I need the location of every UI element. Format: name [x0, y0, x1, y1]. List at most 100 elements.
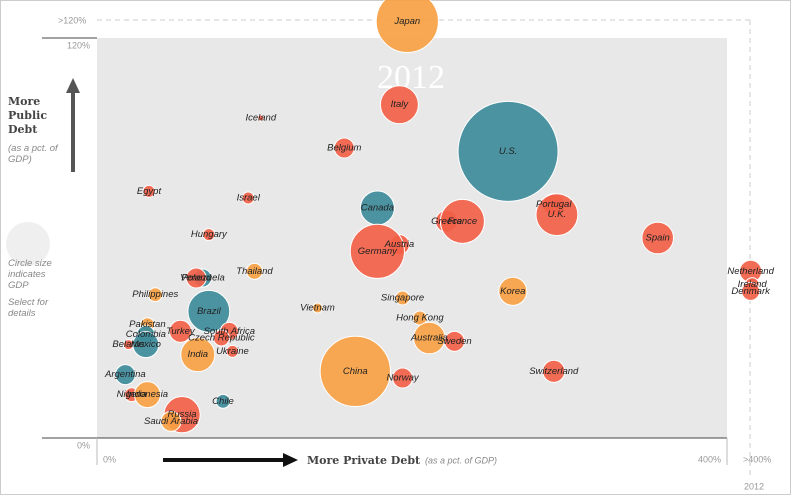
- size-note-box: Circle size indicates GDP: [8, 258, 52, 291]
- bubble: [395, 290, 411, 306]
- ylabel-box: More Public Debt: [8, 95, 48, 136]
- x-tick-label: 0%: [103, 454, 116, 464]
- bubble-label: Chile: [212, 396, 234, 407]
- bubble: [457, 100, 559, 202]
- bubble-label: Israel: [237, 193, 261, 204]
- bubble-label: Indonesia: [127, 389, 168, 400]
- bubble: [160, 410, 182, 432]
- y-overflow-label: >120%: [58, 15, 86, 25]
- bubble-label: Iceland: [245, 113, 276, 124]
- bubble: [379, 85, 419, 125]
- bubble-label: Austria: [384, 239, 415, 250]
- bubble-label: Pakistan: [129, 319, 165, 330]
- bubble: [114, 364, 136, 386]
- bubble: [245, 262, 264, 280]
- bubble-label: Thailand: [236, 266, 273, 277]
- bubble-label: Sweden: [437, 336, 471, 347]
- bubble-label: Brazil: [197, 306, 222, 317]
- bubble: [215, 393, 231, 409]
- bubble: [641, 221, 675, 255]
- select-note: Select for details: [8, 297, 49, 319]
- bubble-label: Ukraine: [216, 346, 249, 357]
- bubble-label: Czech Republic: [188, 333, 255, 344]
- bubble-label: Netherland: [727, 266, 774, 277]
- y-tick-label: 120%: [67, 40, 90, 50]
- bubble: [319, 335, 391, 407]
- bubble: [392, 367, 414, 389]
- bubble-label: Ireland: [738, 279, 768, 290]
- bubble-label: India: [187, 349, 208, 360]
- bubble-label: Korea: [500, 286, 525, 297]
- bubble-label: Nigeria: [117, 389, 147, 400]
- bubble-label: Vietnam: [300, 303, 335, 314]
- ylabel-note-box: (as a pct. of GDP): [8, 143, 58, 165]
- bubble-label: Belarus: [112, 339, 144, 350]
- arrow-head: [66, 78, 80, 93]
- y-axis-label: More Public Debt: [8, 95, 48, 136]
- bubble-label: Denmark: [731, 286, 771, 297]
- bubble: [535, 193, 579, 237]
- bubble: [133, 381, 161, 409]
- bubble-label: Italy: [391, 99, 410, 110]
- bubble-label: Argentina: [104, 369, 146, 380]
- bubble: [439, 198, 485, 244]
- bubble: [225, 344, 239, 358]
- x-tick-label: 400%: [698, 454, 721, 464]
- bubble: [142, 184, 156, 198]
- bubble-label: Hungary: [191, 229, 228, 240]
- bubble: [187, 289, 231, 333]
- x-axis-note: (as a pct. of GDP): [425, 455, 497, 465]
- bubble-label: Switzerland: [529, 366, 579, 377]
- bubble-label: China: [343, 366, 368, 377]
- bubble: [375, 0, 439, 53]
- arrow-head: [283, 453, 298, 467]
- y-tick-label: 0%: [77, 440, 90, 450]
- x-axis-label: More Private Debt: [307, 454, 421, 467]
- size-key: [6, 222, 50, 266]
- x-overflow-label: >400%: [743, 454, 771, 464]
- bubble: [498, 276, 528, 306]
- bubble-label: Canada: [361, 203, 394, 214]
- bubble-label: Greece: [431, 216, 462, 227]
- bubble: [147, 287, 163, 303]
- bubble-label: Colombia: [126, 329, 166, 340]
- bubble-label: Poland: [181, 273, 211, 284]
- bubble-label: Mexico: [131, 339, 161, 350]
- bubble-label: South Africa: [204, 326, 255, 337]
- bubble-label: Saudi Arabia: [144, 416, 198, 427]
- select-note-box: Select for details: [8, 297, 49, 319]
- bubble-label: Venezuela: [180, 273, 225, 284]
- bubble: [257, 114, 265, 122]
- y-axis-note: (as a pct. of GDP): [8, 143, 58, 165]
- bubble: [741, 281, 761, 301]
- bubble-label: Norway: [386, 373, 419, 384]
- bubble-label: Hong Kong: [396, 313, 444, 324]
- bubble: [444, 330, 466, 352]
- bubble-label: Spain: [646, 233, 670, 244]
- bubble-label: France: [448, 216, 478, 227]
- arrow-shaft: [163, 458, 285, 462]
- bubble-label: Turkey: [166, 326, 196, 337]
- bubble: [168, 319, 193, 343]
- bubble: [212, 329, 230, 347]
- bubble-label: Australia: [410, 333, 448, 344]
- bubble-label: Germany: [358, 246, 398, 257]
- bubble-label: Egypt: [137, 186, 162, 197]
- bubble: [241, 191, 255, 205]
- bubble: [312, 302, 323, 314]
- bubble: [333, 137, 355, 159]
- bubbles: Japan Italy Iceland Belgium U.S. Egypt Israel C…: [104, 0, 775, 434]
- size-note: Circle size indicates GDP: [8, 258, 52, 291]
- bubble: [180, 337, 216, 373]
- footer-year: 2012: [744, 481, 764, 491]
- bubble-label: U.S.: [499, 146, 517, 157]
- bubble: [349, 223, 405, 279]
- bubble-label: U.K.: [548, 209, 566, 220]
- bubble-label: Japan: [393, 16, 420, 27]
- bubble: [185, 267, 207, 289]
- bubble-label: Singapore: [381, 293, 424, 304]
- bubble: [132, 331, 160, 359]
- bubble-label: Philippines: [132, 289, 178, 300]
- bubble-label: Belgium: [327, 143, 361, 154]
